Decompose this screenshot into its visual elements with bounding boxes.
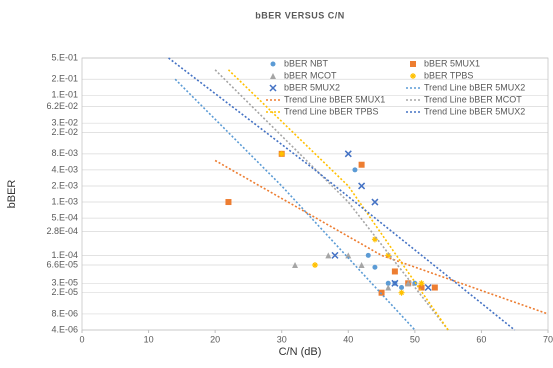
- point: [292, 262, 299, 269]
- legend-swatch: [270, 61, 276, 67]
- point: [385, 280, 391, 286]
- legend-swatch: [270, 73, 276, 79]
- point: [371, 198, 379, 206]
- x-tick-label: 60: [476, 334, 486, 344]
- x-tick-label: 10: [144, 334, 154, 344]
- y-tick-label: 3.E-02: [51, 118, 78, 128]
- y-axis-label: bBER: [6, 180, 18, 209]
- point: [398, 289, 405, 296]
- legend-label: bBER 5MUX2: [284, 82, 340, 92]
- y-tick-label: 5.E-01: [51, 52, 78, 62]
- legend-label: bBER 5MUX1: [424, 58, 480, 68]
- y-tick-label: 2.E-01: [51, 74, 78, 84]
- point: [225, 199, 232, 206]
- legend-label: bBER NBT: [284, 58, 329, 68]
- point: [431, 284, 438, 291]
- point: [358, 161, 365, 168]
- plot-frame: [81, 57, 549, 331]
- point: [358, 182, 366, 190]
- point: [385, 284, 392, 291]
- point: [424, 283, 432, 292]
- x-tick-label: 0: [79, 334, 84, 344]
- point: [405, 280, 412, 287]
- x-tick-label: 20: [210, 334, 220, 344]
- legend-swatch: [410, 73, 416, 79]
- point: [345, 252, 352, 259]
- y-tick-label: 1.E-04: [51, 250, 78, 260]
- legend-label: Trend Line bBER MCOT: [424, 94, 522, 104]
- y-tick-label: 4.E-03: [51, 164, 78, 174]
- legend-label: bBER MCOT: [284, 70, 337, 80]
- y-tick-label: 5.E-04: [51, 212, 78, 222]
- x-tick-label: 40: [343, 334, 353, 344]
- point: [278, 150, 285, 157]
- y-tick-label: 8.E-03: [51, 148, 78, 158]
- y-tick-label: 1.E-01: [51, 90, 78, 100]
- x-axis-label: C/N (dB): [279, 346, 322, 358]
- point: [418, 284, 425, 291]
- point: [391, 268, 398, 275]
- point: [331, 251, 339, 259]
- trend-line: [214, 159, 549, 315]
- y-tick-label: 4.E-06: [51, 324, 78, 334]
- y-tick-label: 2.E-03: [51, 180, 78, 190]
- point: [418, 280, 425, 287]
- point: [352, 167, 358, 173]
- chart-title: bBER VERSUS C/N: [255, 10, 345, 20]
- point: [399, 285, 405, 291]
- y-tick-label: 2.8E-04: [46, 226, 78, 236]
- legend-label: Trend Line bBER 5MUX2: [424, 106, 525, 116]
- point: [391, 279, 399, 287]
- point: [372, 264, 378, 270]
- y-tick-label: 6.6E-05: [46, 259, 78, 269]
- point: [371, 236, 378, 243]
- point: [385, 252, 392, 259]
- y-tick-label: 2.E-02: [51, 127, 78, 137]
- y-tick-label: 3.E-05: [51, 278, 78, 288]
- legend-swatch: [410, 61, 416, 67]
- y-tick-label: 8.E-06: [51, 308, 78, 318]
- point: [325, 252, 332, 259]
- legend-label: Trend Line bBER 5MUX1: [284, 94, 385, 104]
- trend-line: [168, 57, 516, 331]
- x-tick-label: 70: [543, 334, 553, 344]
- legend-label: bBER TPBS: [424, 70, 473, 80]
- point: [365, 252, 371, 258]
- y-tick-label: 1.E-03: [51, 196, 78, 206]
- legend-label: Trend Line bBER TPBS: [284, 106, 379, 116]
- point: [378, 289, 385, 296]
- trend-line: [174, 78, 416, 331]
- legend-label: Trend Line bBER 5MUX2: [424, 82, 525, 92]
- point: [358, 262, 365, 269]
- legend-swatch: [269, 84, 277, 92]
- y-tick-label: 2.E-05: [51, 287, 78, 297]
- x-tick-label: 30: [277, 334, 287, 344]
- point: [312, 262, 318, 269]
- x-tick-label: 50: [410, 334, 420, 344]
- point: [344, 150, 352, 158]
- y-tick-label: 6.2E-02: [46, 101, 78, 111]
